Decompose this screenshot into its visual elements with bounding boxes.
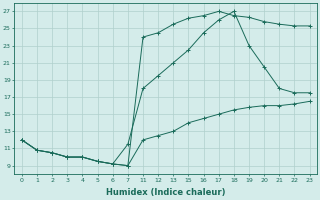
X-axis label: Humidex (Indice chaleur): Humidex (Indice chaleur) [106,188,226,197]
